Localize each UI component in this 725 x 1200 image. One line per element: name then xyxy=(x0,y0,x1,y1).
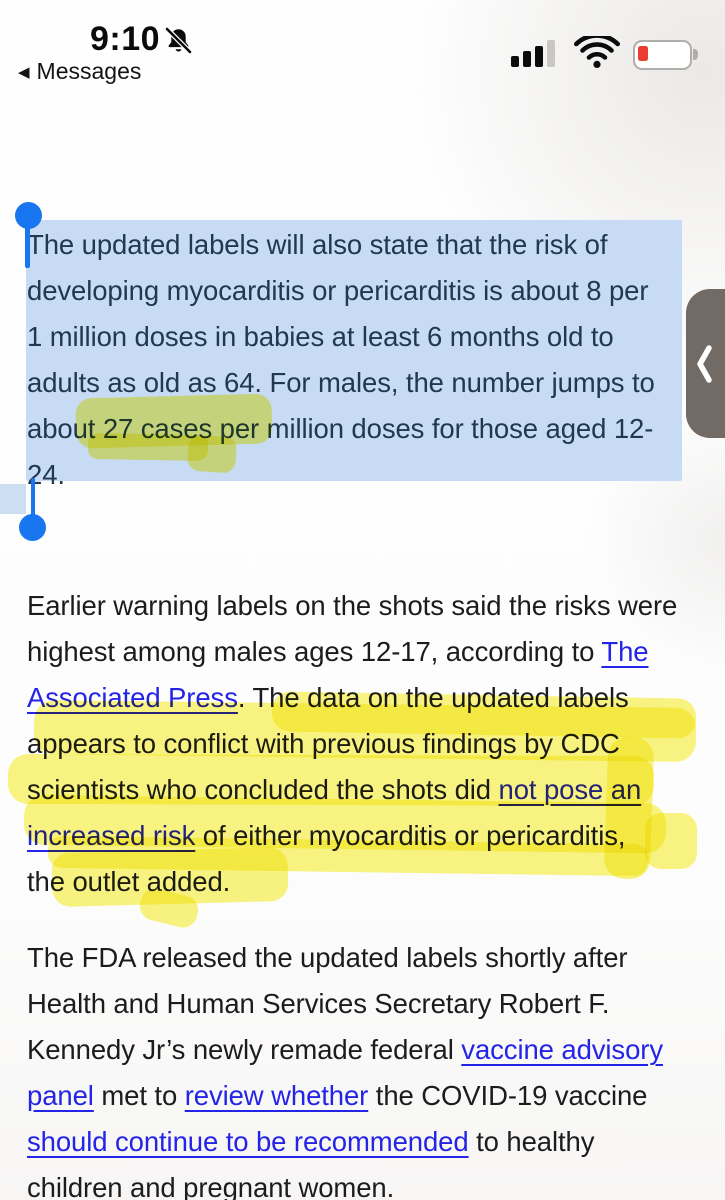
text-run: The FDA released the updated labels shor… xyxy=(27,942,628,973)
battery-icon xyxy=(633,40,698,70)
article-link[interactable]: not pose an xyxy=(498,774,642,805)
article-link[interactable]: increased risk xyxy=(27,820,196,851)
text-line: The FDA released the updated labels shor… xyxy=(27,935,663,981)
wifi-icon xyxy=(574,33,620,74)
article-link[interactable]: vaccine advisory xyxy=(461,1034,663,1065)
battery-level-fill xyxy=(638,46,648,61)
article-paragraph: The FDA released the updated labels shor… xyxy=(27,935,663,1200)
text-run: met to xyxy=(93,1080,185,1111)
text-line: panel met to review whether the COVID-19… xyxy=(27,1073,663,1119)
selected-paragraph: The updated labels will also state that … xyxy=(27,222,655,498)
text-line: highest among males ages 12-17, accordin… xyxy=(27,629,677,675)
text-line: the outlet added. xyxy=(27,859,677,905)
text-line: appears to conflict with previous findin… xyxy=(27,721,677,767)
text-run: Earlier warning labels on the shots said… xyxy=(27,590,678,621)
text-line: 1 million doses in babies at least 6 mon… xyxy=(27,314,655,360)
back-chevron-icon: ◀ xyxy=(18,64,30,81)
bell-slash-icon xyxy=(163,26,194,62)
text-run: the COVID-19 vaccine xyxy=(368,1080,648,1111)
text-run: children and pregnant women. xyxy=(27,1172,395,1200)
article-link[interactable]: The xyxy=(601,636,649,667)
back-label: Messages xyxy=(36,58,142,84)
text-run: of either myocarditis or pericarditis, xyxy=(195,820,626,851)
text-line: adults as old as 64. For males, the numb… xyxy=(27,360,655,406)
text-run: to healthy xyxy=(468,1126,595,1157)
text-run: The updated labels will also state that … xyxy=(27,229,608,260)
cell-signal-icon xyxy=(511,40,557,67)
text-line: scientists who concluded the shots did n… xyxy=(27,767,677,813)
text-line: Kennedy Jr’s newly remade federal vaccin… xyxy=(27,1027,663,1073)
article-link[interactable]: panel xyxy=(27,1080,94,1111)
text-run: developing myocarditis or pericarditis i… xyxy=(27,275,649,306)
article-paragraph: Earlier warning labels on the shots said… xyxy=(27,583,677,905)
text-run: 1 million doses in babies at least 6 mon… xyxy=(27,321,614,352)
text-line: Health and Human Services Secretary Robe… xyxy=(27,981,663,1027)
selection-handle-start[interactable] xyxy=(15,202,42,268)
text-line: about 27 cases per million doses for tho… xyxy=(27,406,655,452)
text-line: Associated Press. The data on the update… xyxy=(27,675,677,721)
text-run: Kennedy Jr’s newly remade federal xyxy=(27,1034,462,1065)
side-panel-pull-tab[interactable] xyxy=(686,289,725,438)
text-line: increased risk of either myocarditis or … xyxy=(27,813,677,859)
back-to-messages-button[interactable]: ◀ Messages xyxy=(18,58,141,85)
text-run: Health and Human Services Secretary Robe… xyxy=(27,988,610,1019)
article-link[interactable]: review whether xyxy=(184,1080,369,1111)
text-line: children and pregnant women. xyxy=(27,1165,663,1200)
text-run: the outlet added. xyxy=(27,866,231,897)
text-line: 24. xyxy=(27,452,655,498)
text-run: adults as old as 64. For males, the numb… xyxy=(27,367,655,398)
text-line: The updated labels will also state that … xyxy=(27,222,655,268)
text-line: developing myocarditis or pericarditis i… xyxy=(27,268,655,314)
text-run: scientists who concluded the shots did xyxy=(27,774,499,805)
text-run: . The data on the updated labels xyxy=(237,682,629,713)
text-run: about 27 cases per million doses for tho… xyxy=(27,413,654,444)
battery-cap xyxy=(693,49,698,60)
article-link[interactable]: Associated Press xyxy=(27,682,238,713)
status-time: 9:10 xyxy=(90,20,161,58)
text-run: appears to conflict with previous findin… xyxy=(27,728,620,759)
text-selection-highlight-stub xyxy=(0,484,26,514)
text-run: highest among males ages 12-17, accordin… xyxy=(27,636,602,667)
chevron-left-icon xyxy=(697,344,712,383)
text-line: Earlier warning labels on the shots said… xyxy=(27,583,677,629)
article-link[interactable]: should continue to be recommended xyxy=(27,1126,469,1157)
text-line: should continue to be recommended to hea… xyxy=(27,1119,663,1165)
selection-handle-end[interactable] xyxy=(19,478,46,541)
